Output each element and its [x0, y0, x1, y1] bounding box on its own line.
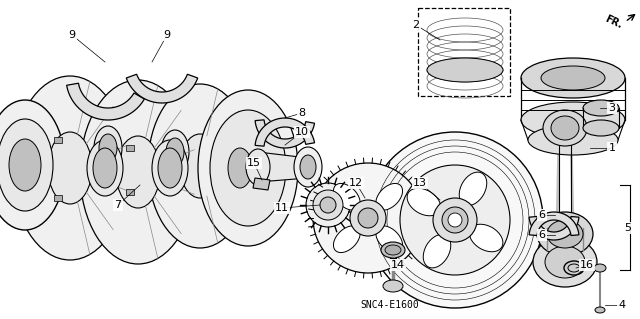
Ellipse shape [381, 242, 405, 258]
Ellipse shape [383, 280, 403, 292]
Ellipse shape [547, 220, 583, 248]
Text: 12: 12 [349, 178, 363, 188]
Text: 6: 6 [538, 230, 545, 240]
Ellipse shape [545, 246, 585, 278]
Text: SNC4-E1600: SNC4-E1600 [360, 300, 419, 310]
Ellipse shape [528, 125, 618, 155]
Text: 2: 2 [412, 20, 420, 30]
Text: 3: 3 [609, 103, 616, 113]
Polygon shape [67, 83, 145, 120]
Text: 8: 8 [298, 108, 305, 118]
Ellipse shape [9, 139, 41, 191]
Polygon shape [529, 217, 579, 240]
Polygon shape [529, 212, 579, 235]
Text: 15: 15 [247, 158, 261, 168]
Ellipse shape [166, 138, 184, 166]
Bar [126, 145, 134, 151]
Bar [54, 137, 62, 143]
Ellipse shape [367, 132, 543, 308]
Ellipse shape [333, 226, 360, 253]
Ellipse shape [460, 172, 487, 205]
Ellipse shape [116, 136, 160, 208]
Ellipse shape [358, 208, 378, 228]
Ellipse shape [376, 183, 403, 210]
Ellipse shape [448, 213, 462, 227]
Text: 13: 13 [413, 178, 427, 188]
Ellipse shape [0, 119, 53, 211]
Ellipse shape [12, 76, 128, 260]
Ellipse shape [148, 84, 252, 248]
Ellipse shape [180, 134, 220, 198]
Ellipse shape [376, 226, 403, 253]
Ellipse shape [222, 140, 258, 196]
Ellipse shape [306, 183, 350, 227]
Ellipse shape [470, 224, 503, 252]
Ellipse shape [99, 134, 117, 162]
Text: 4: 4 [618, 300, 625, 310]
Ellipse shape [521, 58, 625, 98]
Ellipse shape [313, 163, 423, 273]
Ellipse shape [48, 132, 92, 204]
Ellipse shape [433, 198, 477, 242]
Text: 9: 9 [68, 30, 76, 40]
Ellipse shape [543, 110, 587, 146]
Ellipse shape [87, 140, 123, 196]
Ellipse shape [294, 147, 322, 187]
Ellipse shape [583, 100, 619, 116]
Polygon shape [253, 178, 270, 190]
FancyBboxPatch shape [418, 8, 510, 96]
Text: 9: 9 [163, 30, 171, 40]
Ellipse shape [80, 80, 196, 264]
Polygon shape [126, 74, 198, 103]
Polygon shape [255, 120, 314, 148]
Text: 16: 16 [580, 260, 594, 270]
Ellipse shape [407, 188, 440, 216]
Ellipse shape [152, 140, 188, 196]
Ellipse shape [350, 200, 386, 236]
Ellipse shape [320, 197, 336, 213]
Ellipse shape [158, 148, 182, 188]
Text: 10: 10 [295, 127, 309, 137]
Ellipse shape [333, 183, 360, 210]
Ellipse shape [300, 155, 316, 179]
Ellipse shape [246, 149, 270, 185]
Ellipse shape [161, 130, 189, 174]
Text: 11: 11 [275, 203, 289, 213]
Text: 7: 7 [115, 200, 122, 210]
Ellipse shape [521, 102, 625, 138]
Text: 14: 14 [391, 260, 405, 270]
Text: 5: 5 [625, 223, 632, 233]
Ellipse shape [210, 110, 286, 226]
Ellipse shape [442, 207, 468, 233]
Text: 1: 1 [609, 143, 616, 153]
Polygon shape [258, 152, 308, 182]
Ellipse shape [423, 234, 451, 268]
Text: 6: 6 [538, 210, 545, 220]
Bar [126, 189, 134, 195]
Polygon shape [255, 118, 314, 146]
Ellipse shape [93, 148, 117, 188]
Ellipse shape [533, 237, 597, 287]
Ellipse shape [594, 264, 606, 272]
Ellipse shape [94, 126, 122, 170]
Ellipse shape [228, 148, 252, 188]
Ellipse shape [551, 116, 579, 140]
Ellipse shape [537, 212, 593, 256]
Ellipse shape [313, 190, 343, 220]
Ellipse shape [400, 165, 510, 275]
Text: FR.: FR. [604, 14, 624, 30]
Ellipse shape [595, 307, 605, 313]
Bar [54, 195, 62, 201]
Ellipse shape [0, 100, 65, 230]
Ellipse shape [541, 66, 605, 90]
Ellipse shape [427, 58, 503, 82]
Ellipse shape [385, 245, 401, 255]
Ellipse shape [198, 90, 298, 246]
Ellipse shape [583, 120, 619, 136]
